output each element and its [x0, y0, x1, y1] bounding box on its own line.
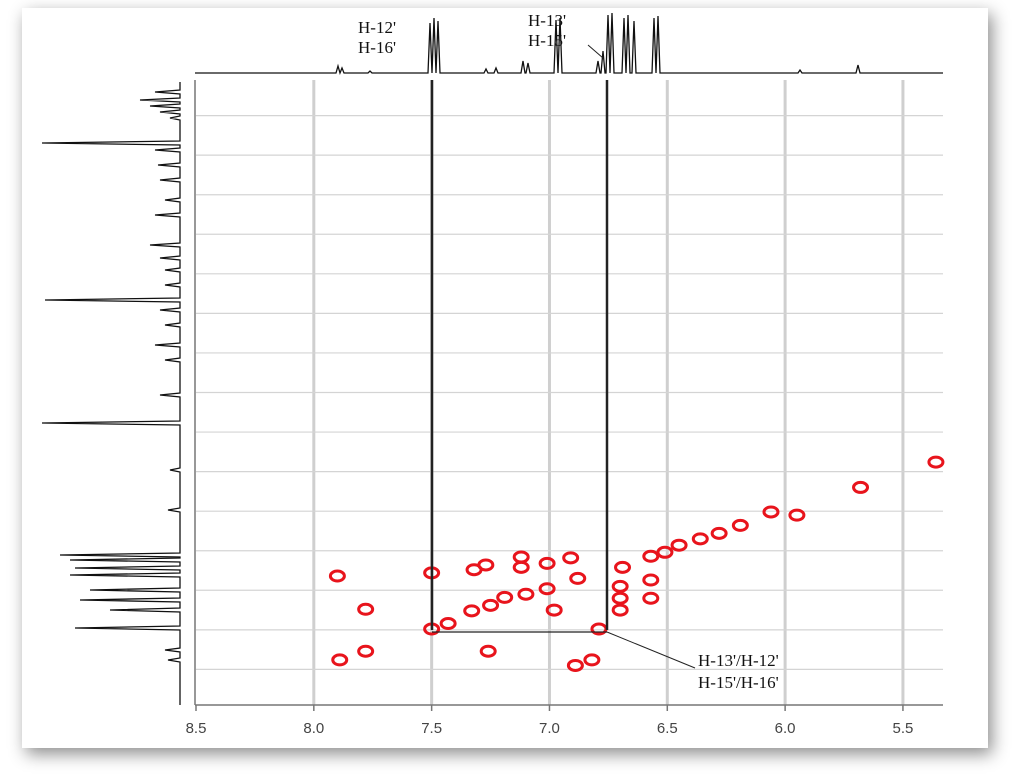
cross-peak: [642, 591, 660, 605]
cross-peak: [512, 560, 530, 574]
x-tick-label: 7.5: [421, 720, 442, 737]
cross-peak: [479, 644, 497, 658]
x-tick-label: 8.5: [186, 720, 207, 737]
top-projection: [195, 12, 943, 76]
cross-peak: [927, 455, 945, 469]
x-tick-label: 7.0: [539, 720, 560, 737]
cross-peak: [463, 604, 481, 618]
cross-peak: [614, 560, 632, 574]
cross-peak: [611, 603, 629, 617]
cross-peak: [611, 591, 629, 605]
cross-peak: [357, 644, 375, 658]
cross-peak: [512, 550, 530, 564]
callout-line: [606, 631, 696, 669]
cross-peak: [328, 569, 346, 583]
annotation: H-13'/H-12': [698, 651, 779, 670]
cross-peak: [545, 603, 563, 617]
cross-peak: [642, 549, 660, 563]
cross-peak: [477, 558, 495, 572]
x-tick-label: 6.0: [775, 720, 796, 737]
annotation: H-16': [358, 38, 396, 57]
annotation: H-15': [528, 31, 566, 50]
cross-peak: [583, 653, 601, 667]
cross-peak: [656, 545, 674, 559]
cross-peak: [538, 556, 556, 570]
callout-line: [587, 44, 604, 59]
cross-peak: [852, 480, 870, 494]
cross-peak: [517, 587, 535, 601]
annotation: H-12': [358, 18, 396, 37]
cross-peak: [538, 582, 556, 596]
x-tick-label: 6.5: [657, 720, 678, 737]
cross-peak: [331, 653, 349, 667]
cross-peak: [439, 617, 457, 631]
cross-peak: [566, 658, 584, 672]
cross-peak: [642, 573, 660, 587]
cross-peak: [482, 598, 500, 612]
cross-peak: [357, 602, 375, 616]
annotation: H-15'/H-16': [698, 673, 779, 692]
x-tick-label: 8.0: [303, 720, 324, 737]
x-tick-label: 5.5: [893, 720, 914, 737]
cross-peak: [670, 538, 688, 552]
figure-card: [22, 8, 988, 748]
cross-peak: [562, 551, 580, 565]
cross-peak: [731, 518, 749, 532]
cross-peak: [496, 590, 514, 604]
left-projection: [41, 82, 181, 705]
cross-peak: [788, 508, 806, 522]
cross-peak: [762, 505, 780, 519]
cross-peak: [710, 526, 728, 540]
cross-peak: [569, 571, 587, 585]
cross-peak: [611, 579, 629, 593]
cross-peak: [691, 532, 709, 546]
annotation: H-13': [528, 11, 566, 30]
